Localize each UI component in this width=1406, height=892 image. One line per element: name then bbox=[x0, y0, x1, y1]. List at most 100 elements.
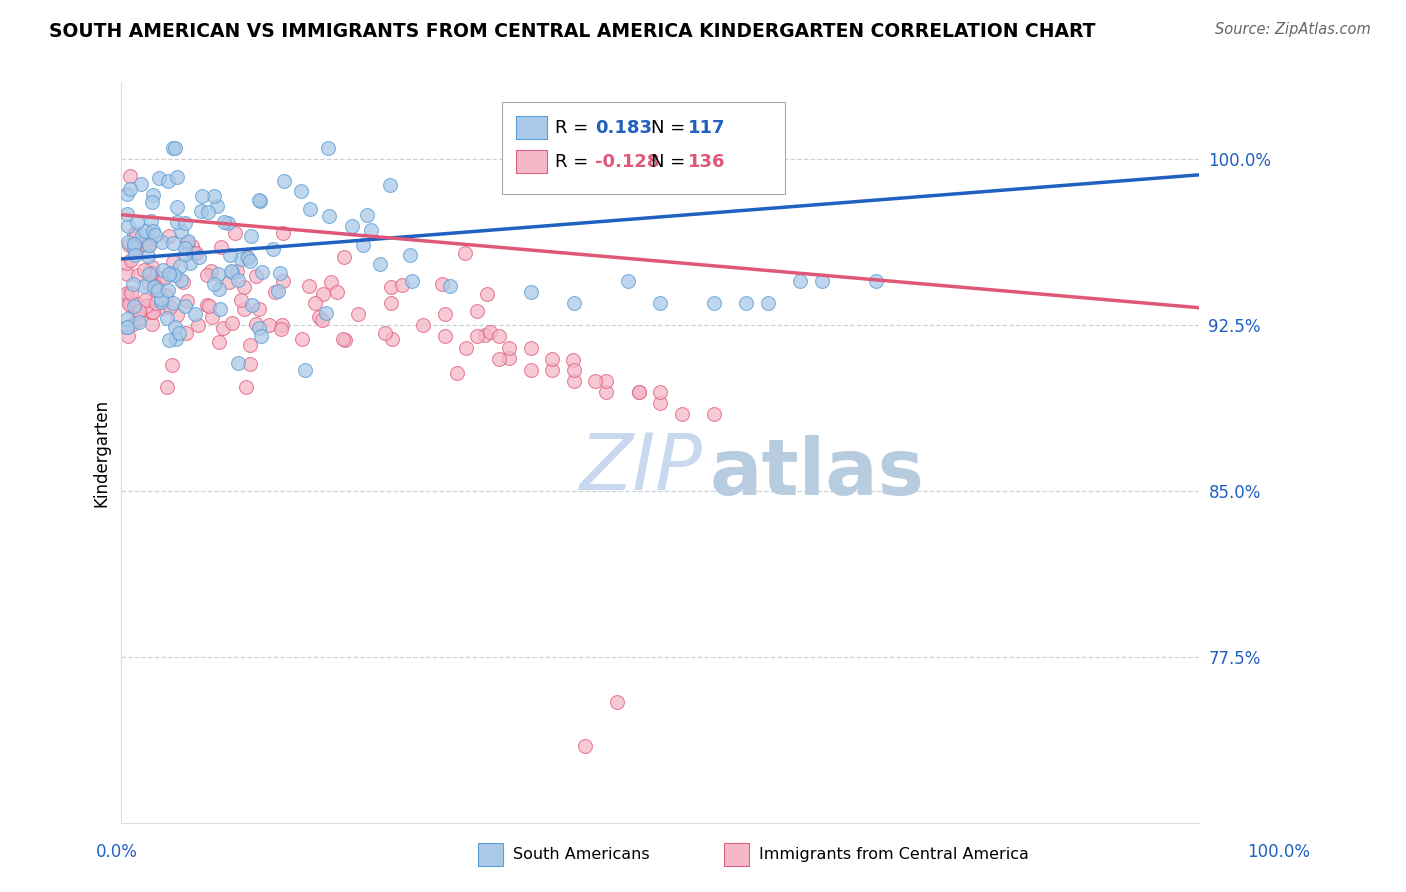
Point bbox=[465, 304, 488, 318]
Point bbox=[865, 274, 887, 288]
Point bbox=[159, 300, 181, 314]
Point bbox=[574, 739, 596, 753]
Point bbox=[176, 326, 198, 340]
Point bbox=[157, 268, 180, 282]
Point bbox=[202, 189, 225, 203]
Point bbox=[128, 240, 150, 254]
Point bbox=[166, 200, 188, 214]
Point bbox=[249, 194, 271, 209]
Point bbox=[160, 266, 183, 280]
Point bbox=[115, 287, 138, 301]
Point bbox=[474, 328, 496, 343]
Point bbox=[319, 275, 342, 289]
Point bbox=[198, 299, 221, 313]
Point bbox=[267, 285, 290, 299]
Point bbox=[247, 194, 270, 208]
Point bbox=[209, 302, 232, 317]
Point bbox=[380, 280, 402, 294]
Point bbox=[117, 320, 139, 334]
Point bbox=[356, 208, 378, 222]
Point bbox=[648, 396, 671, 410]
Point bbox=[456, 341, 478, 355]
Point bbox=[156, 283, 179, 297]
Point bbox=[562, 362, 585, 376]
Point bbox=[465, 329, 488, 343]
Point bbox=[217, 216, 239, 230]
Point bbox=[122, 227, 145, 241]
Point bbox=[115, 207, 138, 221]
Point bbox=[226, 273, 249, 287]
Point bbox=[273, 174, 295, 188]
Point bbox=[585, 374, 607, 388]
Point bbox=[117, 219, 139, 234]
Point bbox=[195, 268, 218, 283]
Point bbox=[212, 215, 235, 229]
Point bbox=[174, 299, 197, 313]
Point bbox=[606, 695, 628, 709]
Text: 100.0%: 100.0% bbox=[1247, 843, 1310, 861]
Point bbox=[134, 224, 156, 238]
Point bbox=[132, 279, 155, 293]
Point bbox=[145, 283, 167, 297]
Point bbox=[149, 295, 172, 310]
Point bbox=[380, 296, 402, 310]
Point bbox=[115, 285, 138, 300]
Point bbox=[183, 307, 205, 321]
Point bbox=[399, 248, 422, 262]
Point bbox=[115, 256, 138, 270]
Point bbox=[374, 326, 396, 340]
Point bbox=[117, 235, 139, 249]
Text: Immigrants from Central America: Immigrants from Central America bbox=[759, 847, 1029, 862]
Point bbox=[250, 265, 273, 279]
Point bbox=[122, 241, 145, 255]
Point bbox=[627, 384, 650, 399]
Point bbox=[541, 351, 564, 366]
Point bbox=[157, 333, 180, 347]
Point bbox=[291, 332, 314, 346]
Text: 0.183: 0.183 bbox=[595, 120, 652, 137]
Point bbox=[810, 274, 832, 288]
Point bbox=[121, 317, 143, 331]
Point bbox=[259, 318, 281, 333]
Point bbox=[174, 216, 197, 230]
Point bbox=[128, 304, 150, 318]
Point bbox=[378, 178, 401, 193]
Point bbox=[347, 307, 370, 321]
Point bbox=[141, 260, 163, 275]
Point bbox=[627, 384, 650, 399]
Point bbox=[318, 209, 340, 223]
Point bbox=[135, 299, 157, 313]
Point bbox=[142, 224, 165, 238]
Point bbox=[163, 141, 186, 155]
Point bbox=[138, 238, 160, 252]
Point bbox=[205, 199, 228, 213]
Point bbox=[595, 384, 617, 399]
Point bbox=[166, 215, 188, 229]
Point bbox=[141, 305, 163, 319]
Point bbox=[128, 315, 150, 329]
Point bbox=[224, 226, 246, 240]
Point bbox=[756, 296, 779, 310]
Point bbox=[160, 358, 183, 372]
Point bbox=[226, 356, 249, 370]
Point bbox=[432, 277, 454, 291]
Point bbox=[312, 287, 335, 301]
Point bbox=[595, 374, 617, 388]
Point bbox=[152, 301, 174, 315]
Point bbox=[120, 285, 142, 300]
Point bbox=[240, 298, 263, 312]
Text: -0.128: -0.128 bbox=[595, 153, 659, 171]
Point bbox=[541, 362, 564, 376]
Point bbox=[122, 241, 145, 255]
Point bbox=[236, 251, 259, 265]
Text: South Americans: South Americans bbox=[513, 847, 650, 862]
Point bbox=[127, 268, 149, 282]
Point bbox=[156, 310, 179, 325]
Point bbox=[129, 178, 152, 192]
Point bbox=[142, 272, 165, 286]
Point bbox=[245, 269, 267, 284]
Point bbox=[332, 332, 354, 346]
Point bbox=[127, 312, 149, 326]
Point bbox=[239, 357, 262, 371]
Point bbox=[218, 275, 240, 289]
